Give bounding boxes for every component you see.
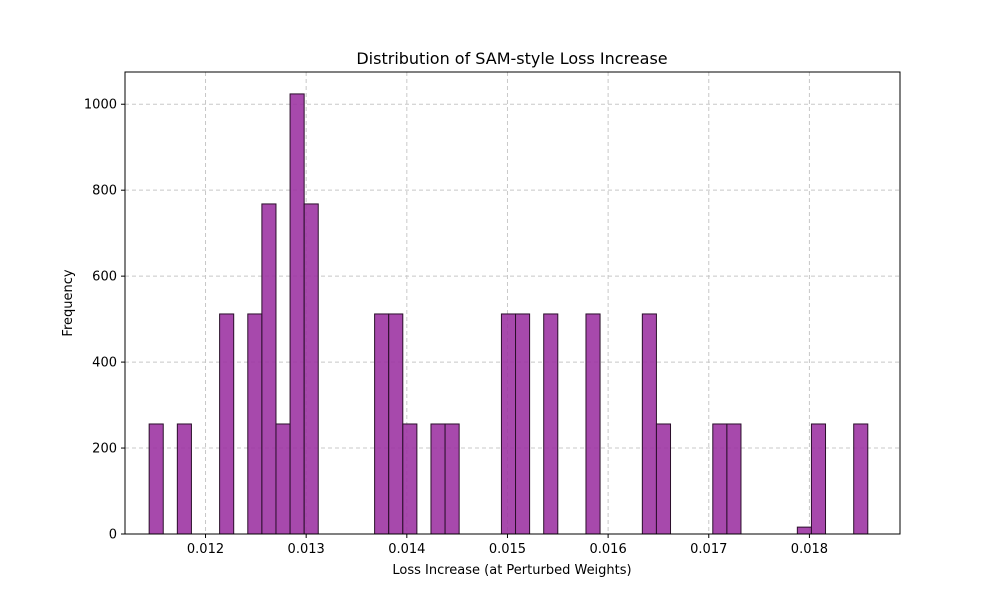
histogram-bar	[585, 313, 601, 535]
y-tick-label: 800	[92, 184, 117, 199]
histogram-bar	[500, 313, 517, 535]
histogram-bar	[712, 423, 728, 535]
histogram-bar	[289, 93, 305, 535]
y-tick-label: 200	[92, 442, 117, 457]
histogram-bar	[655, 423, 672, 535]
x-axis-label: Loss Increase (at Perturbed Weights)	[392, 563, 631, 578]
x-tick-label: 0.018	[791, 542, 828, 557]
histogram-bar	[402, 423, 418, 535]
x-tick-label: 0.015	[489, 542, 526, 557]
plot-frame	[124, 71, 901, 535]
histogram-bar	[810, 423, 827, 535]
histogram-bar	[247, 313, 263, 535]
histogram-bar	[275, 423, 291, 535]
histogram-bar	[641, 313, 657, 535]
y-tick-label: 600	[92, 270, 117, 285]
x-tick-label: 0.013	[288, 542, 325, 557]
histogram-bar	[444, 423, 460, 535]
histogram-bar	[261, 203, 277, 535]
x-tick-label: 0.017	[690, 542, 727, 557]
histogram-bar	[430, 423, 446, 535]
chart-title: Distribution of SAM-style Loss Increase	[356, 49, 667, 68]
x-tick-label: 0.014	[388, 542, 425, 557]
histogram-bars	[148, 93, 869, 535]
x-axis-ticks: 0.012 0.013 0.014 0.015 0.016 0.017 0.018	[187, 534, 828, 557]
histogram-bar	[796, 526, 812, 535]
histogram-bar	[515, 313, 531, 535]
y-tick-label: 0	[109, 528, 117, 543]
y-axis-ticks: 0 200 400 600 800 1000	[84, 98, 125, 543]
y-tick-label: 1000	[84, 98, 117, 113]
y-tick-label: 400	[92, 356, 117, 371]
histogram-bar	[219, 313, 235, 535]
histogram-bar	[726, 423, 742, 535]
histogram-bar	[853, 423, 869, 535]
histogram-bar	[374, 313, 390, 535]
x-tick-label: 0.016	[590, 542, 627, 557]
histogram-bar	[303, 203, 319, 535]
histogram-bar	[176, 423, 192, 535]
histogram-bar	[388, 313, 404, 535]
histogram-bar	[148, 423, 164, 535]
histogram-bar	[543, 313, 559, 535]
y-axis-label: Frequency	[61, 269, 76, 336]
x-tick-label: 0.012	[187, 542, 224, 557]
